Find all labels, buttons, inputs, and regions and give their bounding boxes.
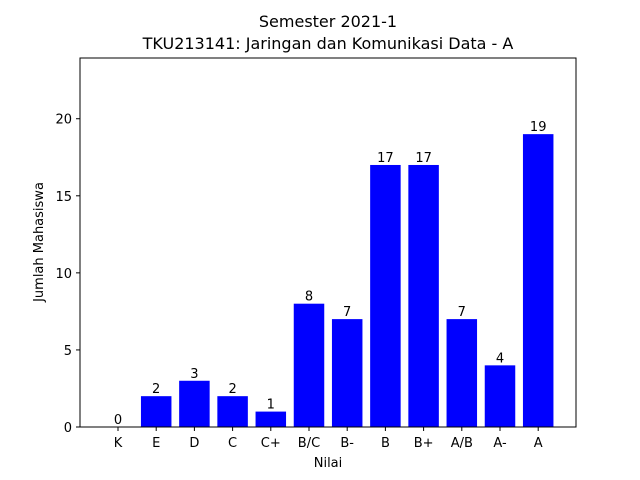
x-tick-label-E: E [152,436,160,451]
bar-C [217,396,248,427]
x-axis-label: Nilai [314,456,343,471]
data-label-B: 17 [377,151,394,166]
y-tick-label-20: 20 [55,113,72,128]
y-tick-label-10: 10 [55,267,72,282]
bar-D [179,380,210,427]
bar-C+ [255,411,287,427]
data-label-A/B: 7 [458,305,466,320]
data-label-B-: 7 [343,305,351,320]
data-label-C+: 1 [267,398,275,413]
data-label-E: 2 [152,382,160,397]
x-tick-label-B: B [381,436,390,451]
x-axis-ticks: K E D C C+ B/C B- B B+ A/B A- A [114,427,543,451]
bar-A/B [446,319,478,427]
x-tick-label-A/B: A/B [451,436,473,451]
data-label-A-: 4 [496,351,504,366]
bar-B- [331,319,363,427]
bars-layer [140,134,554,427]
data-label-C: 2 [228,382,236,397]
y-tick-label-15: 15 [55,190,72,205]
data-label-K: 0 [114,413,122,428]
y-tick-label-5: 5 [64,344,72,359]
bar-B+ [408,164,439,427]
x-tick-label-A: A [534,436,543,451]
chart-title-line-1: Semester 2021-1 [259,12,397,31]
x-tick-label-B/C: B/C [298,436,320,451]
y-tick-label-0: 0 [64,421,72,436]
bar-B/C [293,303,325,427]
y-axis-label: Jumlah Mahasiswa [32,182,47,303]
x-tick-label-B-: B- [340,436,354,451]
x-tick-label-C+: C+ [261,436,281,451]
bar-B [370,164,401,427]
data-labels-layer: 0 2 3 2 1 8 7 17 17 7 4 19 [114,120,547,428]
bar-E [140,396,172,427]
data-label-A: 19 [530,120,547,135]
data-label-D: 3 [190,367,198,382]
data-label-B/C: 8 [305,290,313,305]
chart-title-line-2: TKU213141: Jaringan dan Komunikasi Data … [142,34,514,53]
x-tick-label-A-: A- [493,436,507,451]
x-tick-label-B+: B+ [414,436,434,451]
y-axis-ticks: 0 5 10 15 20 [55,113,80,436]
bar-A- [484,365,516,427]
x-tick-label-D: D [189,436,199,451]
x-tick-label-K: K [114,436,123,451]
x-tick-label-C: C [228,436,237,451]
bar-A [522,134,554,427]
data-label-B+: 17 [415,151,432,166]
plot-area-frame [79,57,577,428]
